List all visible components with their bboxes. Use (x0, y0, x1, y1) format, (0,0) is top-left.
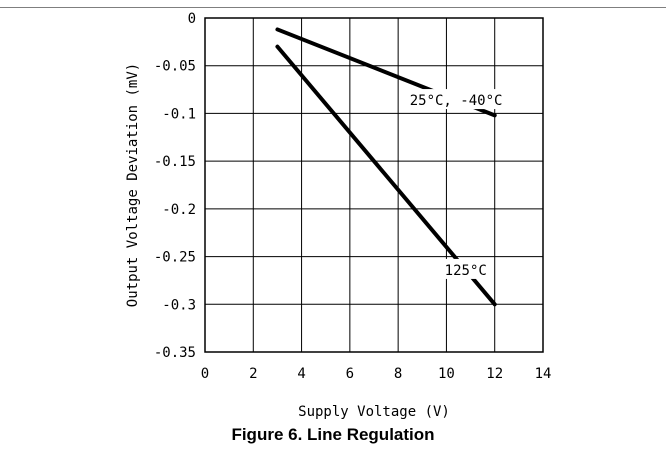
x-tick-label: 4 (297, 366, 305, 382)
x-tick-label: 12 (486, 366, 503, 382)
y-tick-label: -0.05 (154, 59, 196, 75)
series-label: 25°C, -40°C (410, 93, 503, 109)
series-label-background (403, 89, 509, 110)
top-rule (0, 7, 666, 8)
plot-frame (204, 17, 544, 353)
x-tick-label: 8 (394, 366, 402, 382)
y-tick-label: -0.35 (154, 345, 196, 361)
series-label-background (439, 258, 493, 279)
x-axis-label: Supply Voltage (V) (298, 404, 450, 420)
line-chart: 0 -0.05 -0.1 -0.15 -0.2 -0.25 -0.3 -0.35 0 2 4 6 8 1… (125, 11, 552, 420)
y-tick-label: -0.1 (162, 106, 196, 122)
series-label: 125°C (445, 263, 487, 279)
y-tick-label: -0.3 (162, 297, 196, 313)
y-tick-label: -0.2 (162, 202, 196, 218)
y-axis-label: Output Voltage Deviation (mV) (125, 63, 141, 307)
x-tick-label: 14 (535, 366, 552, 382)
x-tick-label: 6 (346, 366, 354, 382)
x-tick-labels: 0 2 4 6 8 10 12 14 (201, 366, 552, 382)
y-tick-label: -0.25 (154, 250, 196, 266)
y-tick-label: 0 (188, 11, 196, 27)
y-tick-label: -0.15 (154, 154, 196, 170)
x-tick-label: 2 (249, 366, 257, 382)
series-labels: 25°C, -40°C 125°C (403, 89, 509, 279)
x-tick-label: 0 (201, 366, 209, 382)
y-tick-labels: 0 -0.05 -0.1 -0.15 -0.2 -0.25 -0.3 -0.35 (154, 11, 196, 361)
x-tick-label: 10 (438, 366, 455, 382)
figure-caption: Figure 6. Line Regulation (231, 425, 435, 444)
